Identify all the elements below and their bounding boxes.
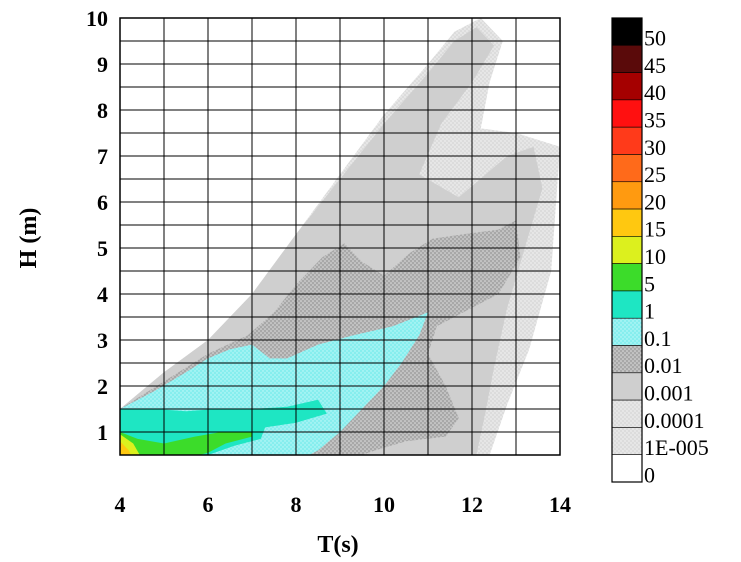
legend-label: 50 [644,26,666,51]
region-5 [120,432,252,455]
legend-swatch [611,454,643,483]
legend-swatch [611,208,643,237]
legend-label: 0.0001 [644,408,705,433]
legend-label: 0.001 [644,380,694,405]
legend-label: 5 [644,271,655,296]
legend-label: 10 [644,244,666,269]
legend-swatch [611,126,643,155]
y-ticks: 1 2 3 4 5 6 7 8 9 10 [86,6,108,445]
legend-swatch [611,72,643,101]
y-tick-label: 7 [97,144,108,169]
x-tick-label: 6 [203,492,214,517]
x-ticks: 4 6 8 10 12 14 [115,492,572,517]
y-tick-label: 10 [86,6,108,31]
legend-label: 1E-005 [644,435,709,460]
y-tick-label: 8 [97,98,108,123]
legend-label: 35 [644,108,666,133]
legend-label: 15 [644,217,666,242]
legend-label: 25 [644,162,666,187]
legend-swatch [611,399,643,428]
legend-frame [611,17,643,483]
legend-swatch [611,181,643,210]
legend-swatch [611,99,643,128]
y-tick-label: 9 [97,52,108,77]
grid [119,17,561,456]
legend-label: 45 [644,53,666,78]
legend-swatch [611,345,643,374]
y-tick-label: 4 [97,282,108,307]
legend-swatch [611,154,643,183]
legend-label: 40 [644,80,666,105]
y-axis-label: H (m) [16,208,42,269]
legend-swatch [611,44,643,73]
legend-label: 1 [644,299,655,324]
x-tick-label: 14 [549,492,571,517]
region-1 [120,399,327,455]
legend-label: 0.1 [644,326,672,351]
legend-swatch [611,236,643,264]
y-tick-label: 1 [97,420,108,445]
x-tick-label: 12 [461,492,483,517]
legend-swatch [611,317,643,346]
x-tick-label: 4 [115,492,126,517]
x-axis-label: T(s) [317,532,358,558]
region-20 [120,441,131,455]
x-tick-label: 8 [291,492,302,517]
legend-swatch [611,290,643,319]
legend-swatch [611,427,643,456]
y-tick-label: 6 [97,190,108,215]
legend-swatch [611,372,643,401]
legend-label: 20 [644,189,666,214]
contour-regions [120,18,560,455]
legend-label: 30 [644,135,666,160]
y-tick-label: 5 [97,236,108,261]
plot-frame [119,17,561,456]
legend-label: 0.01 [644,353,683,378]
x-tick-label: 10 [373,492,395,517]
y-tick-label: 2 [97,374,108,399]
legend-label: 0 [644,462,655,487]
y-tick-label: 3 [97,328,108,353]
legend-swatch [611,263,643,292]
legend-swatch [611,17,643,46]
